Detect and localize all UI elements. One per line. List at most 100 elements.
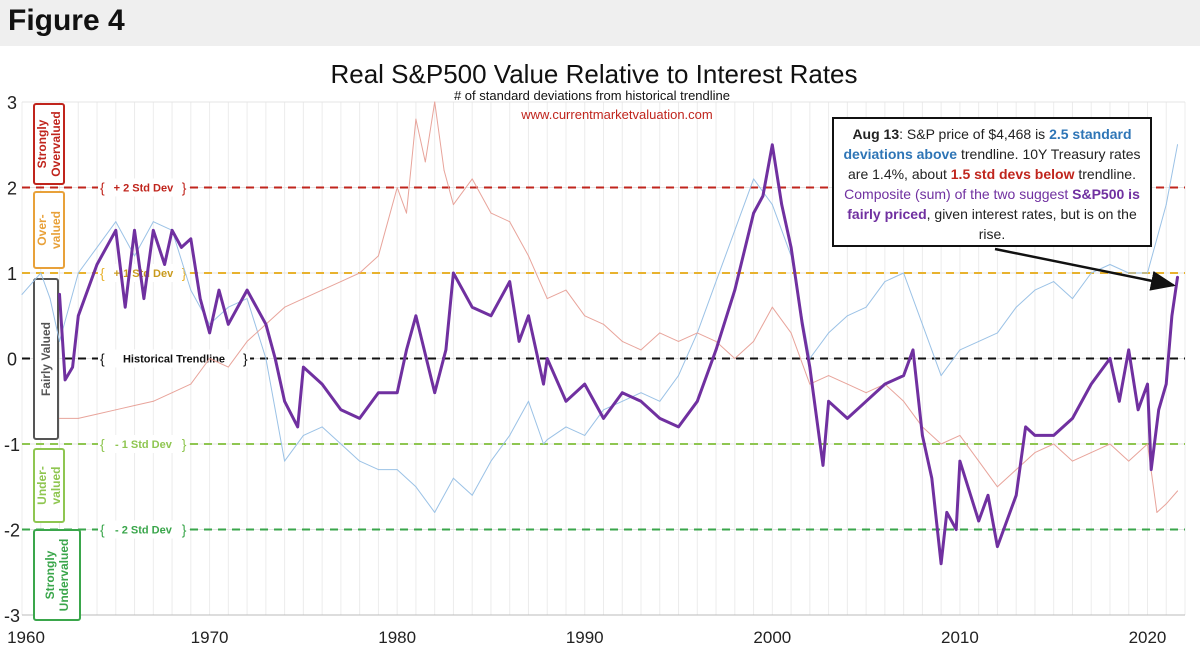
series-1-point [546, 298, 548, 300]
series-2-point [930, 477, 933, 480]
series-1-point [978, 460, 980, 462]
series-1-point [115, 409, 117, 411]
series-2-point [180, 246, 183, 249]
series-0-point [321, 426, 323, 428]
series-0-point [565, 426, 567, 428]
series-1-point [1165, 503, 1167, 505]
series-1-point [771, 306, 773, 308]
series-1-point [640, 349, 642, 351]
series-1-point [1053, 443, 1055, 445]
series-2-point [911, 348, 915, 352]
series-2-point [996, 545, 999, 548]
series-2-point [414, 314, 418, 317]
series-2-point [517, 340, 521, 343]
bracket-left-icon: { [100, 180, 105, 196]
series-0-point [865, 306, 867, 308]
annotation-text-part: Aug 13 [852, 126, 900, 142]
series-2-point [95, 263, 99, 266]
series-0-point [771, 204, 773, 206]
series-2-point [752, 211, 755, 215]
series-1-point [959, 434, 961, 436]
zone-label: Strongly [35, 119, 49, 168]
series-2-point [1052, 434, 1055, 437]
series-2-point [152, 229, 155, 232]
reference-label: + 2 Std Dev [114, 183, 174, 195]
series-2-point [1165, 382, 1168, 386]
tick-labels: 3 2 1 0 -1 -2 -3 1960 1970 1980 1990 2000 2010 2020 [4, 93, 1166, 647]
series-0-point [115, 221, 117, 223]
series-0-point [903, 272, 905, 274]
annotation-text-part: 2.5 standard deviations above [843, 126, 1132, 162]
series-2-point [1024, 425, 1027, 429]
figure-header [0, 0, 1200, 46]
bracket-right-icon: } [182, 522, 187, 538]
series-2-point [602, 417, 605, 420]
series-2-point [123, 306, 127, 309]
series-0-point [359, 460, 361, 462]
reference-label-bg [98, 178, 189, 197]
zone-label: Overvalued [49, 111, 63, 176]
series-0-point [678, 375, 680, 377]
reference-label: Historical Trendline [123, 354, 225, 366]
series-0-point [884, 281, 886, 283]
series-2-point [902, 374, 905, 377]
series-2-point [395, 391, 399, 394]
series-0-point [546, 439, 548, 441]
series-2-point [508, 280, 511, 283]
series-2-point [1136, 408, 1140, 411]
series-2-point [846, 417, 849, 420]
x-tick-label: 1960 [7, 628, 45, 647]
series-2-point [827, 400, 830, 403]
annotation-text-part: S&P500 is fairly priced [847, 186, 1140, 222]
series-1-point [96, 413, 98, 415]
series-0-point [753, 178, 755, 180]
series-1-point [246, 340, 248, 342]
series-2-point [801, 323, 804, 326]
series-0-point [1015, 306, 1017, 308]
series-2-point [71, 365, 74, 369]
series-0-point [396, 469, 398, 471]
series-1-point [452, 204, 454, 206]
series-1-point [59, 417, 61, 419]
series-1-point [621, 340, 623, 342]
series-1-point [77, 417, 79, 419]
zone-label: Over- [35, 214, 49, 245]
x-tick-label: 2020 [1129, 628, 1167, 647]
annotation-arrow [994, 247, 1176, 291]
y-tick-label: -1 [4, 435, 20, 455]
series-0-point [959, 349, 961, 351]
series-1-point [171, 392, 173, 394]
reference-label-bg [98, 520, 189, 539]
series-2-point [1108, 357, 1112, 360]
series-0-point [734, 229, 736, 231]
y-tick-label: 2 [7, 179, 17, 199]
series-0-point [77, 272, 79, 274]
series-2-point [77, 314, 80, 317]
series-2-point [470, 306, 474, 309]
series-2-point [864, 400, 868, 403]
zone-box [33, 529, 81, 621]
series-0-point [59, 340, 61, 342]
series-0-point [284, 460, 286, 462]
series-0-point [846, 315, 848, 317]
series-2-point [358, 417, 361, 420]
series-1-point [584, 315, 586, 317]
series-0-point [434, 511, 436, 513]
reference-label: - 1 Std Dev [115, 439, 173, 451]
series-0-point [1165, 204, 1167, 206]
figure-label: Figure 4 [8, 4, 125, 37]
series-0-point [1090, 272, 1092, 274]
series-1-point [471, 178, 473, 180]
series-line-0 [21, 144, 1178, 513]
series-1-point [678, 340, 680, 342]
series-0-point [68, 306, 70, 308]
bracket-right-icon: } [182, 180, 187, 196]
series-0-point [302, 434, 304, 436]
zone-label: valued [49, 466, 63, 504]
series-1-point [1090, 452, 1092, 454]
series-2-point [170, 229, 174, 232]
series-2-point [1127, 348, 1130, 352]
series-1-point [696, 332, 698, 334]
zone-box [33, 448, 65, 523]
series-0-point [152, 221, 154, 223]
